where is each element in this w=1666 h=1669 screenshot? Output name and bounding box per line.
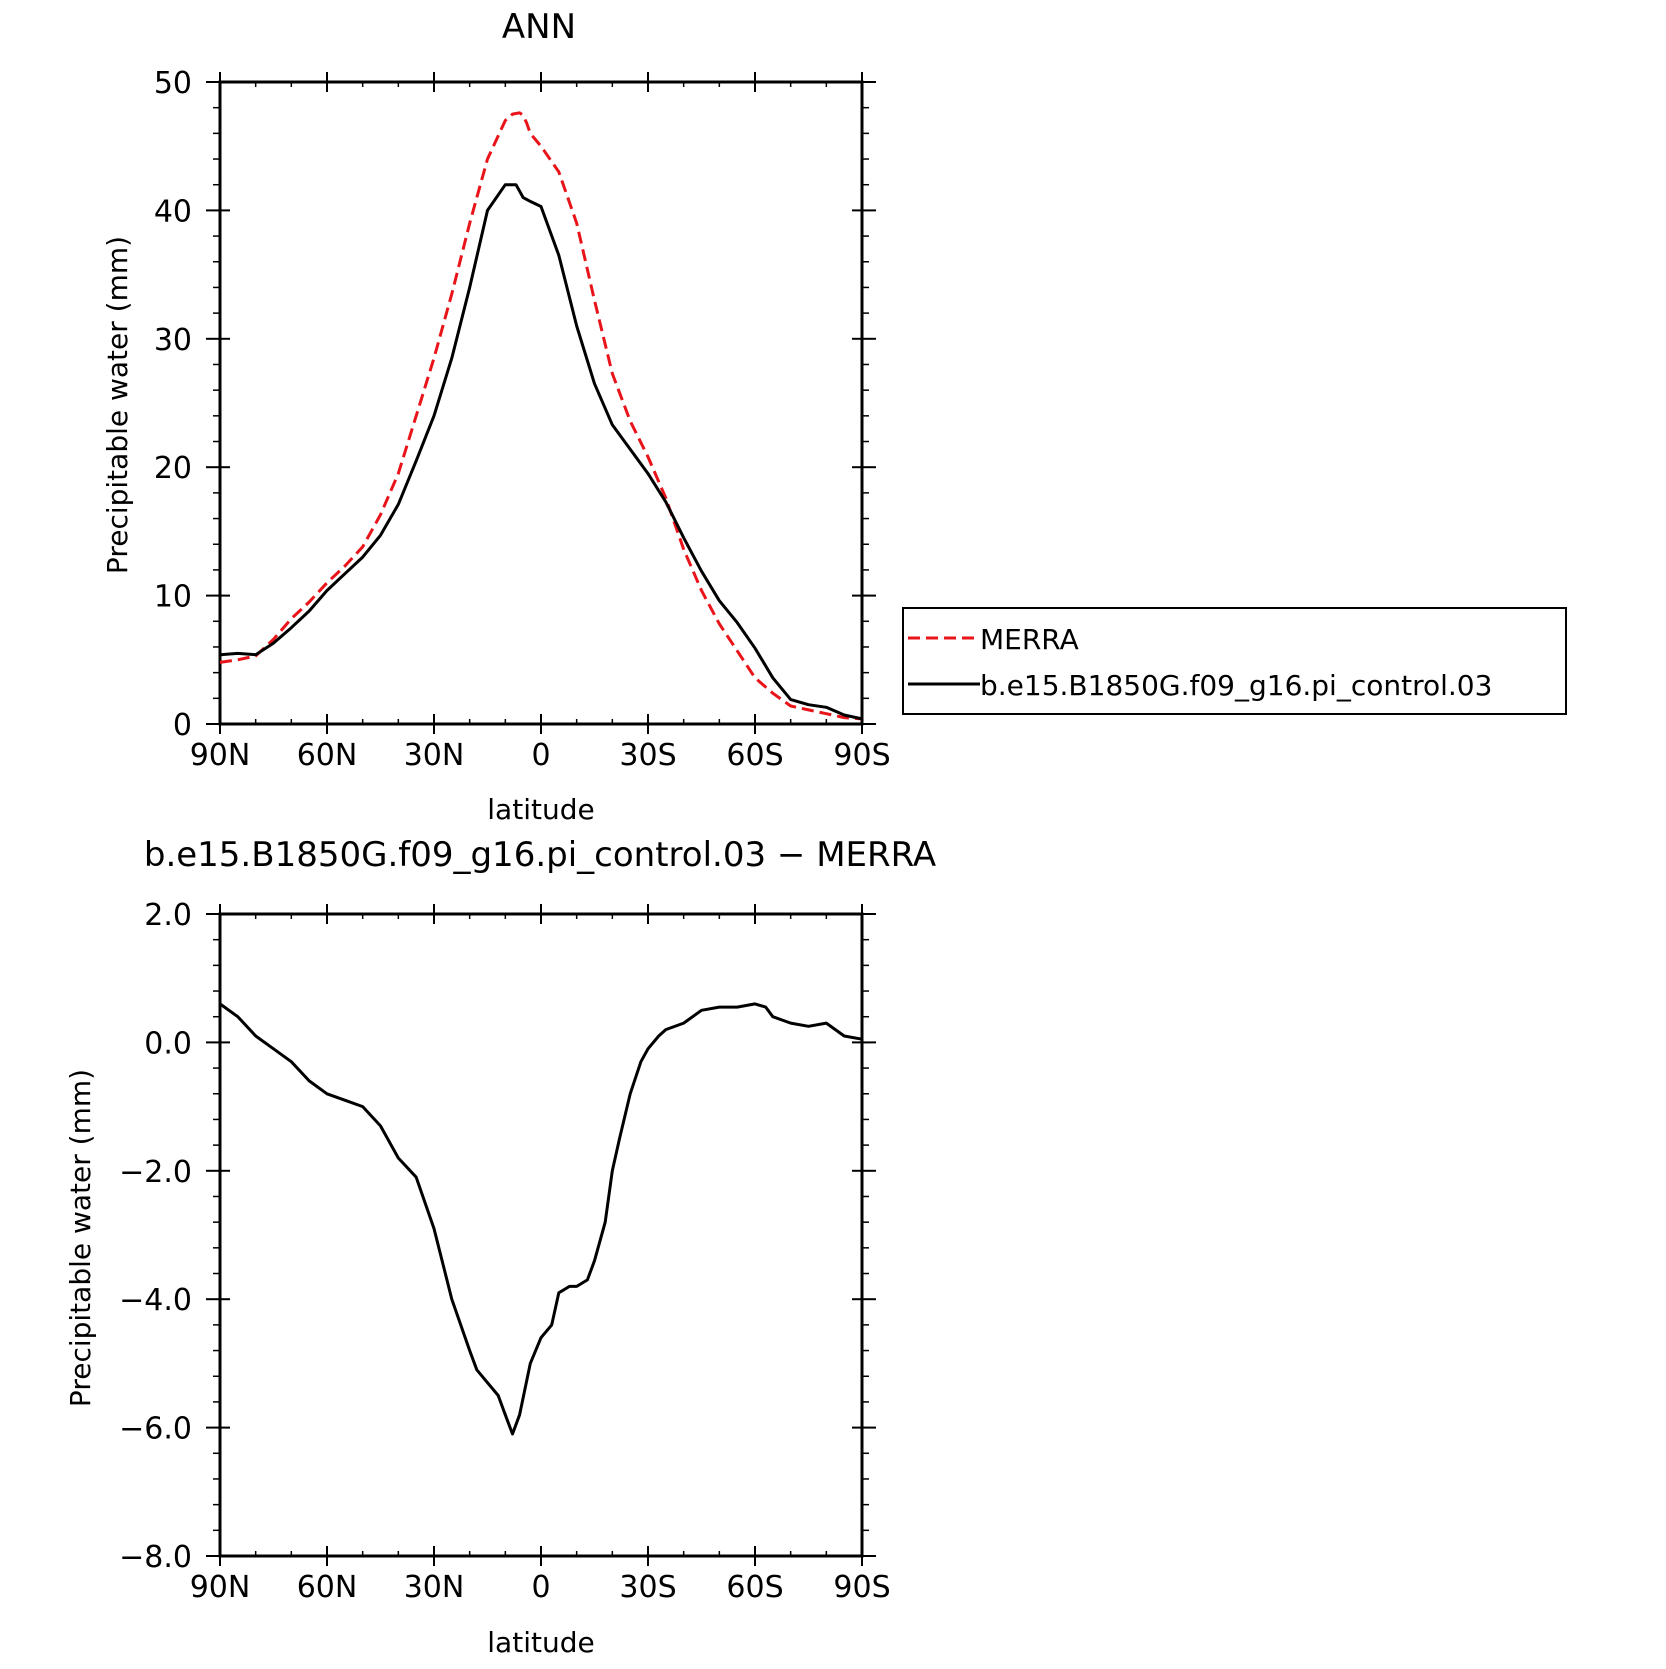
x-tick-label: 0 <box>531 738 550 773</box>
y-tick-labels: 2.0 0.0 −2.0 −4.0 −6.0 −8.0 <box>119 898 192 1575</box>
x-tick-label: 90N <box>190 1570 251 1605</box>
x-tick-label: 90S <box>833 1570 890 1605</box>
y-tick-label: 30 <box>154 323 192 358</box>
x-tick-label: 0 <box>531 1570 550 1605</box>
tick-marks <box>206 904 876 1566</box>
chart-title: ANN <box>502 7 576 47</box>
legend-label-model: b.e15.B1850G.f09_g16.pi_control.03 <box>980 669 1492 702</box>
y-tick-label: −8.0 <box>119 1540 192 1575</box>
series-line-series-0 <box>219 1002 863 1436</box>
series-lines <box>219 1002 863 1436</box>
y-tick-label: 2.0 <box>144 898 192 933</box>
y-tick-label: 10 <box>154 580 192 615</box>
y-tick-labels: 0 10 20 30 40 50 <box>154 66 192 743</box>
x-tick-label: 30N <box>404 1570 465 1605</box>
top-panel: ANN 90N 60N 30N 0 30S 60S 90S 0 10 20 30 40 50 lati… <box>101 7 1567 826</box>
legend: MERRA b.e15.B1850G.f09_g16.pi_control.03 <box>902 607 1567 715</box>
x-axis-label: latitude <box>487 1626 594 1659</box>
x-tick-labels: 90N 60N 30N 0 30S 60S 90S <box>190 1570 891 1605</box>
y-tick-label: 0 <box>173 708 192 743</box>
x-tick-label: 90S <box>833 738 890 773</box>
series-lines <box>219 111 863 721</box>
x-axis-label: latitude <box>487 793 594 826</box>
y-tick-label: 50 <box>154 66 192 101</box>
y-axis-label: Precipitable water (mm) <box>101 236 134 574</box>
plot-frame <box>218 80 864 726</box>
y-tick-label: −6.0 <box>119 1412 192 1447</box>
plot-frame <box>218 912 864 1558</box>
x-tick-label: 30S <box>619 1570 676 1605</box>
y-tick-label: −2.0 <box>119 1155 192 1190</box>
x-tick-label: 90N <box>190 738 251 773</box>
y-tick-label: −4.0 <box>119 1283 192 1318</box>
y-tick-label: 20 <box>154 451 192 486</box>
series-line-b-e15-b1850g-f09-g16-pi-control-03 <box>219 183 863 721</box>
series-line-merra <box>219 111 863 721</box>
x-tick-label: 60N <box>297 738 358 773</box>
x-tick-label: 30S <box>619 738 676 773</box>
x-tick-label: 60S <box>726 738 783 773</box>
x-tick-label: 60S <box>726 1570 783 1605</box>
x-tick-label: 30N <box>404 738 465 773</box>
bottom-panel: b.e15.B1850G.f09_g16.pi_control.03 − MER… <box>64 835 936 1659</box>
chart-title: b.e15.B1850G.f09_g16.pi_control.03 − MER… <box>144 835 936 875</box>
legend-box <box>902 607 1567 715</box>
tick-marks <box>206 72 876 734</box>
x-tick-labels: 90N 60N 30N 0 30S 60S 90S <box>190 738 891 773</box>
x-tick-label: 60N <box>297 1570 358 1605</box>
y-tick-label: 0.0 <box>144 1026 192 1061</box>
legend-label-merra: MERRA <box>980 623 1079 656</box>
y-tick-label: 40 <box>154 194 192 229</box>
y-axis-label: Precipitable water (mm) <box>64 1069 97 1407</box>
